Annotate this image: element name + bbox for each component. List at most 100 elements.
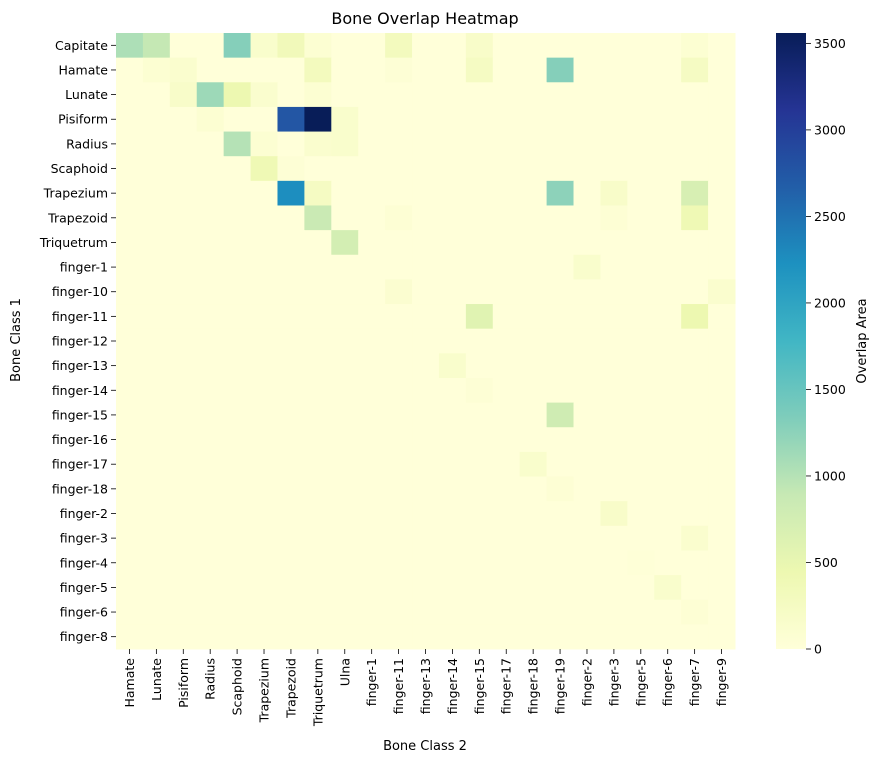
heatmap-cell	[169, 82, 198, 108]
heatmap-cell	[250, 254, 278, 280]
heatmap-cell	[304, 304, 332, 330]
heatmap-cell	[116, 180, 144, 206]
heatmap-cell	[438, 624, 467, 650]
heatmap-cell	[142, 304, 171, 330]
y-tick-label: finger-17	[52, 457, 108, 472]
heatmap-cell	[223, 106, 252, 133]
heatmap-cell	[142, 599, 171, 625]
heatmap-cell	[358, 180, 386, 206]
heatmap-cell	[600, 624, 628, 650]
heatmap-cell	[277, 230, 305, 256]
heatmap-cell	[573, 377, 601, 404]
heatmap-cell	[412, 279, 440, 305]
heatmap-cell	[385, 33, 413, 59]
heatmap-cell	[223, 599, 252, 625]
heatmap-cell	[519, 180, 548, 206]
heatmap-cell	[600, 254, 628, 280]
heatmap-cell	[627, 377, 655, 404]
heatmap-cell	[250, 427, 278, 453]
heatmap-cell	[681, 205, 709, 231]
heatmap-cell	[546, 427, 575, 453]
heatmap-cell	[708, 106, 736, 133]
heatmap-cell	[358, 599, 386, 625]
heatmap-cell	[304, 279, 332, 305]
heatmap-cell	[116, 427, 144, 453]
heatmap-cell	[277, 131, 305, 157]
heatmap-cell	[654, 476, 682, 502]
heatmap-cell	[358, 328, 386, 354]
x-tick-label: finger-2	[579, 658, 594, 706]
heatmap-cell	[412, 205, 440, 231]
heatmap-cell	[654, 180, 682, 206]
heatmap-cell	[654, 205, 682, 231]
heatmap-cell	[438, 451, 467, 478]
heatmap-cell	[116, 353, 144, 379]
colorbar-tick-label: 3000	[814, 122, 846, 137]
heatmap-cell	[681, 328, 709, 354]
heatmap-cell	[250, 402, 278, 428]
heatmap-cell	[304, 131, 332, 157]
heatmap-cell	[573, 230, 601, 256]
heatmap-cell	[492, 599, 521, 625]
heatmap-cell	[331, 377, 359, 404]
heatmap-cell	[681, 279, 709, 305]
heatmap-cell	[358, 476, 386, 502]
heatmap-cell	[600, 599, 628, 625]
heatmap-cell	[116, 328, 144, 354]
colorbar-label: Overlap Area	[855, 298, 870, 383]
heatmap-cell	[519, 106, 548, 133]
heatmap-cell	[492, 230, 521, 256]
heatmap-cell	[385, 550, 413, 576]
heatmap-cell	[519, 57, 548, 83]
y-tick-label: Lunate	[65, 87, 108, 102]
heatmap-cell	[412, 82, 440, 108]
heatmap-cell	[196, 525, 225, 551]
heatmap-cell	[277, 156, 305, 182]
heatmap-cell	[465, 106, 494, 133]
y-axis-label: Bone Class 1	[9, 298, 24, 382]
heatmap-cell	[142, 106, 171, 133]
heatmap-cell	[412, 377, 440, 404]
heatmap-cell	[627, 550, 655, 576]
heatmap-cell	[331, 57, 359, 83]
heatmap-cell	[627, 82, 655, 108]
x-tick-label: finger-19	[553, 658, 568, 714]
heatmap-cell	[708, 279, 736, 305]
heatmap-cell	[196, 427, 225, 453]
heatmap-cell	[223, 230, 252, 256]
heatmap-cell	[438, 180, 467, 206]
heatmap-cell	[142, 82, 171, 108]
heatmap-cell	[573, 180, 601, 206]
x-tick-label: Ulna	[337, 658, 352, 686]
heatmap-cell	[250, 624, 278, 650]
heatmap-cell	[573, 304, 601, 330]
heatmap-cell	[627, 205, 655, 231]
heatmap-cell	[304, 57, 332, 83]
heatmap-cell	[627, 501, 655, 527]
heatmap-cell	[465, 131, 494, 157]
heatmap-cell	[250, 57, 278, 83]
y-tick-label: finger-1	[60, 260, 108, 275]
heatmap-cell	[223, 624, 252, 650]
heatmap-cell	[142, 501, 171, 527]
heatmap-cell	[116, 624, 144, 650]
heatmap-cell	[116, 304, 144, 330]
heatmap-cell	[519, 353, 548, 379]
heatmap-cell	[331, 82, 359, 108]
heatmap-cell	[438, 230, 467, 256]
heatmap-cell	[465, 82, 494, 108]
heatmap-cell	[600, 501, 628, 527]
heatmap-cell	[627, 156, 655, 182]
heatmap-cell	[412, 451, 440, 478]
heatmap-cell	[250, 230, 278, 256]
heatmap-cell	[519, 156, 548, 182]
heatmap-cell	[600, 427, 628, 453]
heatmap-cell	[492, 254, 521, 280]
heatmap-cell	[385, 254, 413, 280]
heatmap-cell	[412, 624, 440, 650]
heatmap-cell	[438, 279, 467, 305]
heatmap-cell	[600, 550, 628, 576]
heatmap-cell	[412, 599, 440, 625]
x-tick-label: finger-9	[714, 658, 729, 706]
heatmap-cell	[142, 525, 171, 551]
